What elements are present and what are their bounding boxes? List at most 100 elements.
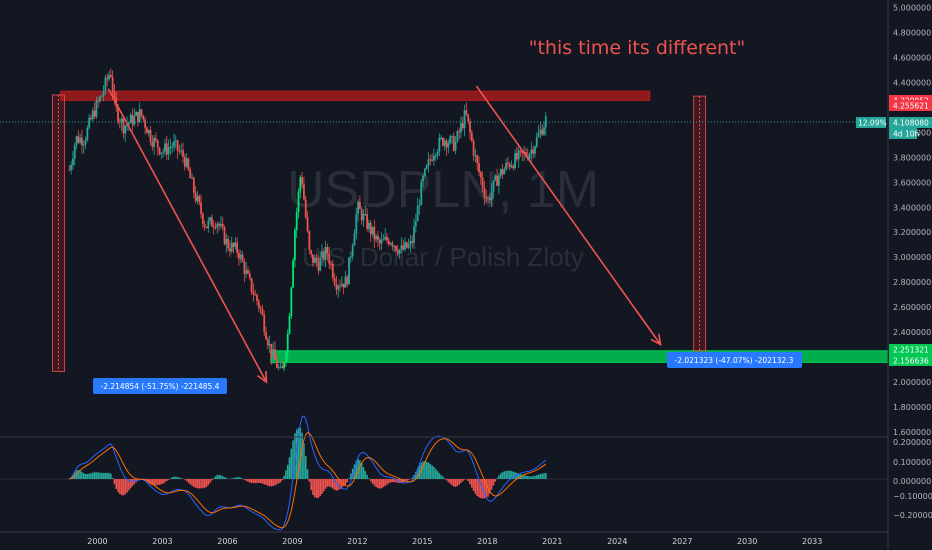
macd-histogram-bar (160, 479, 163, 485)
candle-body (422, 175, 424, 182)
macd-histogram-bar (277, 479, 280, 484)
macd-histogram-bar (187, 479, 190, 483)
macd-histogram-bar (406, 479, 408, 481)
candle-body (238, 252, 240, 259)
candle-body (339, 285, 341, 287)
macd-histogram-bar (122, 479, 125, 496)
candle-body (519, 150, 522, 152)
candle-body (173, 141, 175, 147)
macd-histogram-bar (467, 479, 469, 482)
candle-body (386, 236, 388, 241)
macd-histogram-bar (523, 475, 525, 479)
macd-histogram-bar (189, 479, 192, 485)
macd-histogram-bar (220, 475, 222, 479)
macd-histogram-bar (176, 477, 179, 479)
candle-body (312, 254, 314, 263)
candle-body (322, 251, 325, 260)
macd-histogram-bar (393, 479, 395, 483)
candle-body (241, 254, 244, 262)
price-tick: 1.600000 (893, 428, 931, 437)
signal-line (69, 431, 547, 529)
macd-histogram-bar (498, 475, 500, 479)
macd-histogram-bar (543, 473, 545, 479)
candle-body (541, 129, 544, 135)
candle-body (447, 143, 450, 148)
candle-body (171, 146, 174, 148)
macd-histogram-bar (534, 475, 536, 479)
macd-histogram-bar (185, 479, 188, 482)
macd-histogram-bar (290, 448, 293, 479)
candle-body (525, 152, 527, 157)
macd-histogram-bar (364, 471, 367, 479)
candle-body (382, 239, 385, 241)
macd-histogram-bar (108, 472, 110, 479)
candle-body (346, 276, 349, 285)
candle-body (254, 294, 257, 296)
candle-body (214, 226, 217, 228)
candle-body (220, 223, 222, 226)
candle-body (192, 177, 195, 193)
macd-histogram-bar (485, 479, 488, 499)
macd-histogram-bar (243, 479, 246, 480)
candle-body (227, 238, 230, 249)
candle-body (539, 129, 542, 134)
price-tick: 2.400000 (893, 328, 931, 337)
candle-body (301, 177, 304, 185)
symbol-watermark: USDPLN, 1M (287, 161, 599, 219)
candle-body (88, 117, 91, 128)
candle-body (499, 169, 502, 176)
macd-histogram-bar (285, 470, 287, 479)
price-tick: 4.400000 (893, 78, 931, 87)
macd-histogram-bar (490, 479, 493, 490)
candle-body (174, 140, 177, 142)
macd-histogram-bar (191, 479, 193, 486)
candle-body (534, 146, 536, 154)
macd-histogram-bar (205, 479, 208, 487)
candle-body (416, 206, 419, 222)
candle-body (508, 164, 511, 168)
macd-histogram-bar (119, 479, 121, 495)
red-bottom-label-bg (889, 100, 932, 111)
macd-histogram-bar (198, 479, 201, 489)
macd-histogram-bar (341, 479, 343, 488)
macd-histogram-bar (476, 479, 479, 497)
candle-body (510, 165, 513, 168)
candle-body (543, 127, 545, 135)
candle-body (93, 110, 96, 117)
macd-histogram-bar (328, 479, 331, 487)
candle-body (373, 226, 376, 240)
macd-histogram-bar (339, 479, 341, 490)
candle-body (497, 175, 500, 186)
macd-histogram-bar (99, 472, 101, 479)
macd-histogram-bar (438, 473, 441, 479)
macd-histogram-bar (196, 479, 199, 489)
macd-histogram-bar (321, 479, 323, 494)
macd-histogram-bar (382, 479, 385, 488)
macd-histogram-bar (362, 467, 365, 479)
candle-body (378, 239, 381, 244)
candle-body (274, 349, 276, 360)
candle-body (243, 261, 246, 275)
resistance-zone (60, 90, 651, 101)
candle-body (277, 367, 280, 369)
candle-body (164, 143, 166, 152)
candle-body (201, 213, 204, 224)
candle-body (369, 222, 372, 235)
macd-histogram-bar (440, 475, 442, 479)
macd-histogram-bar (458, 479, 460, 485)
macd-histogram-bar (256, 479, 258, 484)
candle-body (142, 115, 145, 120)
candle-body (149, 130, 152, 142)
macd-histogram-bar (355, 460, 358, 479)
macd-histogram-bar (474, 479, 477, 494)
macd-histogram-bar (391, 479, 394, 483)
macd-histogram-bar (113, 479, 116, 485)
macd-histogram-bar (525, 475, 527, 479)
candle-body (281, 366, 284, 369)
candle-body (155, 137, 157, 141)
candle-body (223, 227, 226, 245)
macd-histogram-bar (169, 478, 172, 479)
macd-histogram-bar (416, 468, 419, 479)
candle-body (348, 257, 350, 285)
macd-histogram-bar (297, 427, 300, 479)
